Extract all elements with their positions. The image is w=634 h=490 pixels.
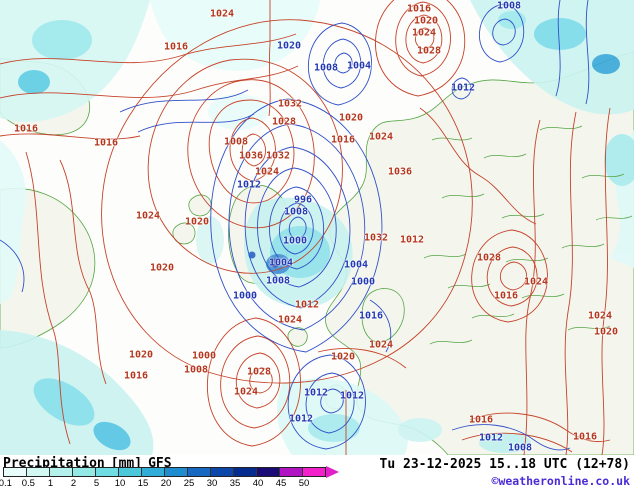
scale-segment <box>73 468 96 476</box>
scale-tick-label: 35 <box>229 478 241 489</box>
scale-segment <box>4 468 27 476</box>
scale-segment <box>234 468 257 476</box>
scale-tick-label: 20 <box>160 478 172 489</box>
scale-segment <box>142 468 165 476</box>
precip-scale-wrap <box>3 466 339 478</box>
scale-tick-label: 0.1 <box>0 478 12 489</box>
copyright-link[interactable]: ©weatheronline.co.uk <box>491 474 630 488</box>
scale-segment <box>280 468 303 476</box>
scale-segment <box>303 468 325 476</box>
scale-tick-label: 5 <box>93 478 100 489</box>
scale-tick-label: 15 <box>137 478 149 489</box>
scale-tick-label: 40 <box>252 478 264 489</box>
scale-tick-label: 50 <box>298 478 310 489</box>
scale-tick-label: 10 <box>114 478 126 489</box>
legend-bar: Precipitation [mm] GFS 0.1 0.5 1 2 5 10 15 20 25 30… <box>0 455 634 490</box>
scale-tick-label: 45 <box>275 478 287 489</box>
scale-arrow-icon <box>326 466 339 478</box>
scale-segment <box>188 468 211 476</box>
scale-segment <box>96 468 119 476</box>
scale-tick-label: 25 <box>183 478 195 489</box>
precipitation-areas <box>0 0 634 455</box>
scale-segment <box>211 468 234 476</box>
map-svg <box>0 0 634 455</box>
scale-segment <box>50 468 73 476</box>
precip-scale <box>3 467 326 477</box>
precip-scale-ticks: 0.1 0.5 1 2 5 10 15 20 25 30 35 40 45 50 <box>0 478 360 489</box>
coastline-texture <box>423 125 633 345</box>
scale-tick-label: 30 <box>206 478 218 489</box>
scale-tick-label: 1 <box>47 478 54 489</box>
scale-segment <box>119 468 142 476</box>
forecast-datetime: Tu 23-12-2025 15..18 UTC (12+78) <box>379 457 630 472</box>
scale-segment <box>27 468 50 476</box>
blue-isobars <box>0 0 590 451</box>
scale-segment <box>165 468 188 476</box>
red-isobars <box>0 0 611 455</box>
scale-tick-label: 0.5 <box>21 478 35 489</box>
map-area: 1024 1016 1020 1024 1028 1016 1016 1016 1032 1028… <box>0 0 634 455</box>
scale-segment <box>257 468 280 476</box>
scale-tick-label: 2 <box>70 478 77 489</box>
